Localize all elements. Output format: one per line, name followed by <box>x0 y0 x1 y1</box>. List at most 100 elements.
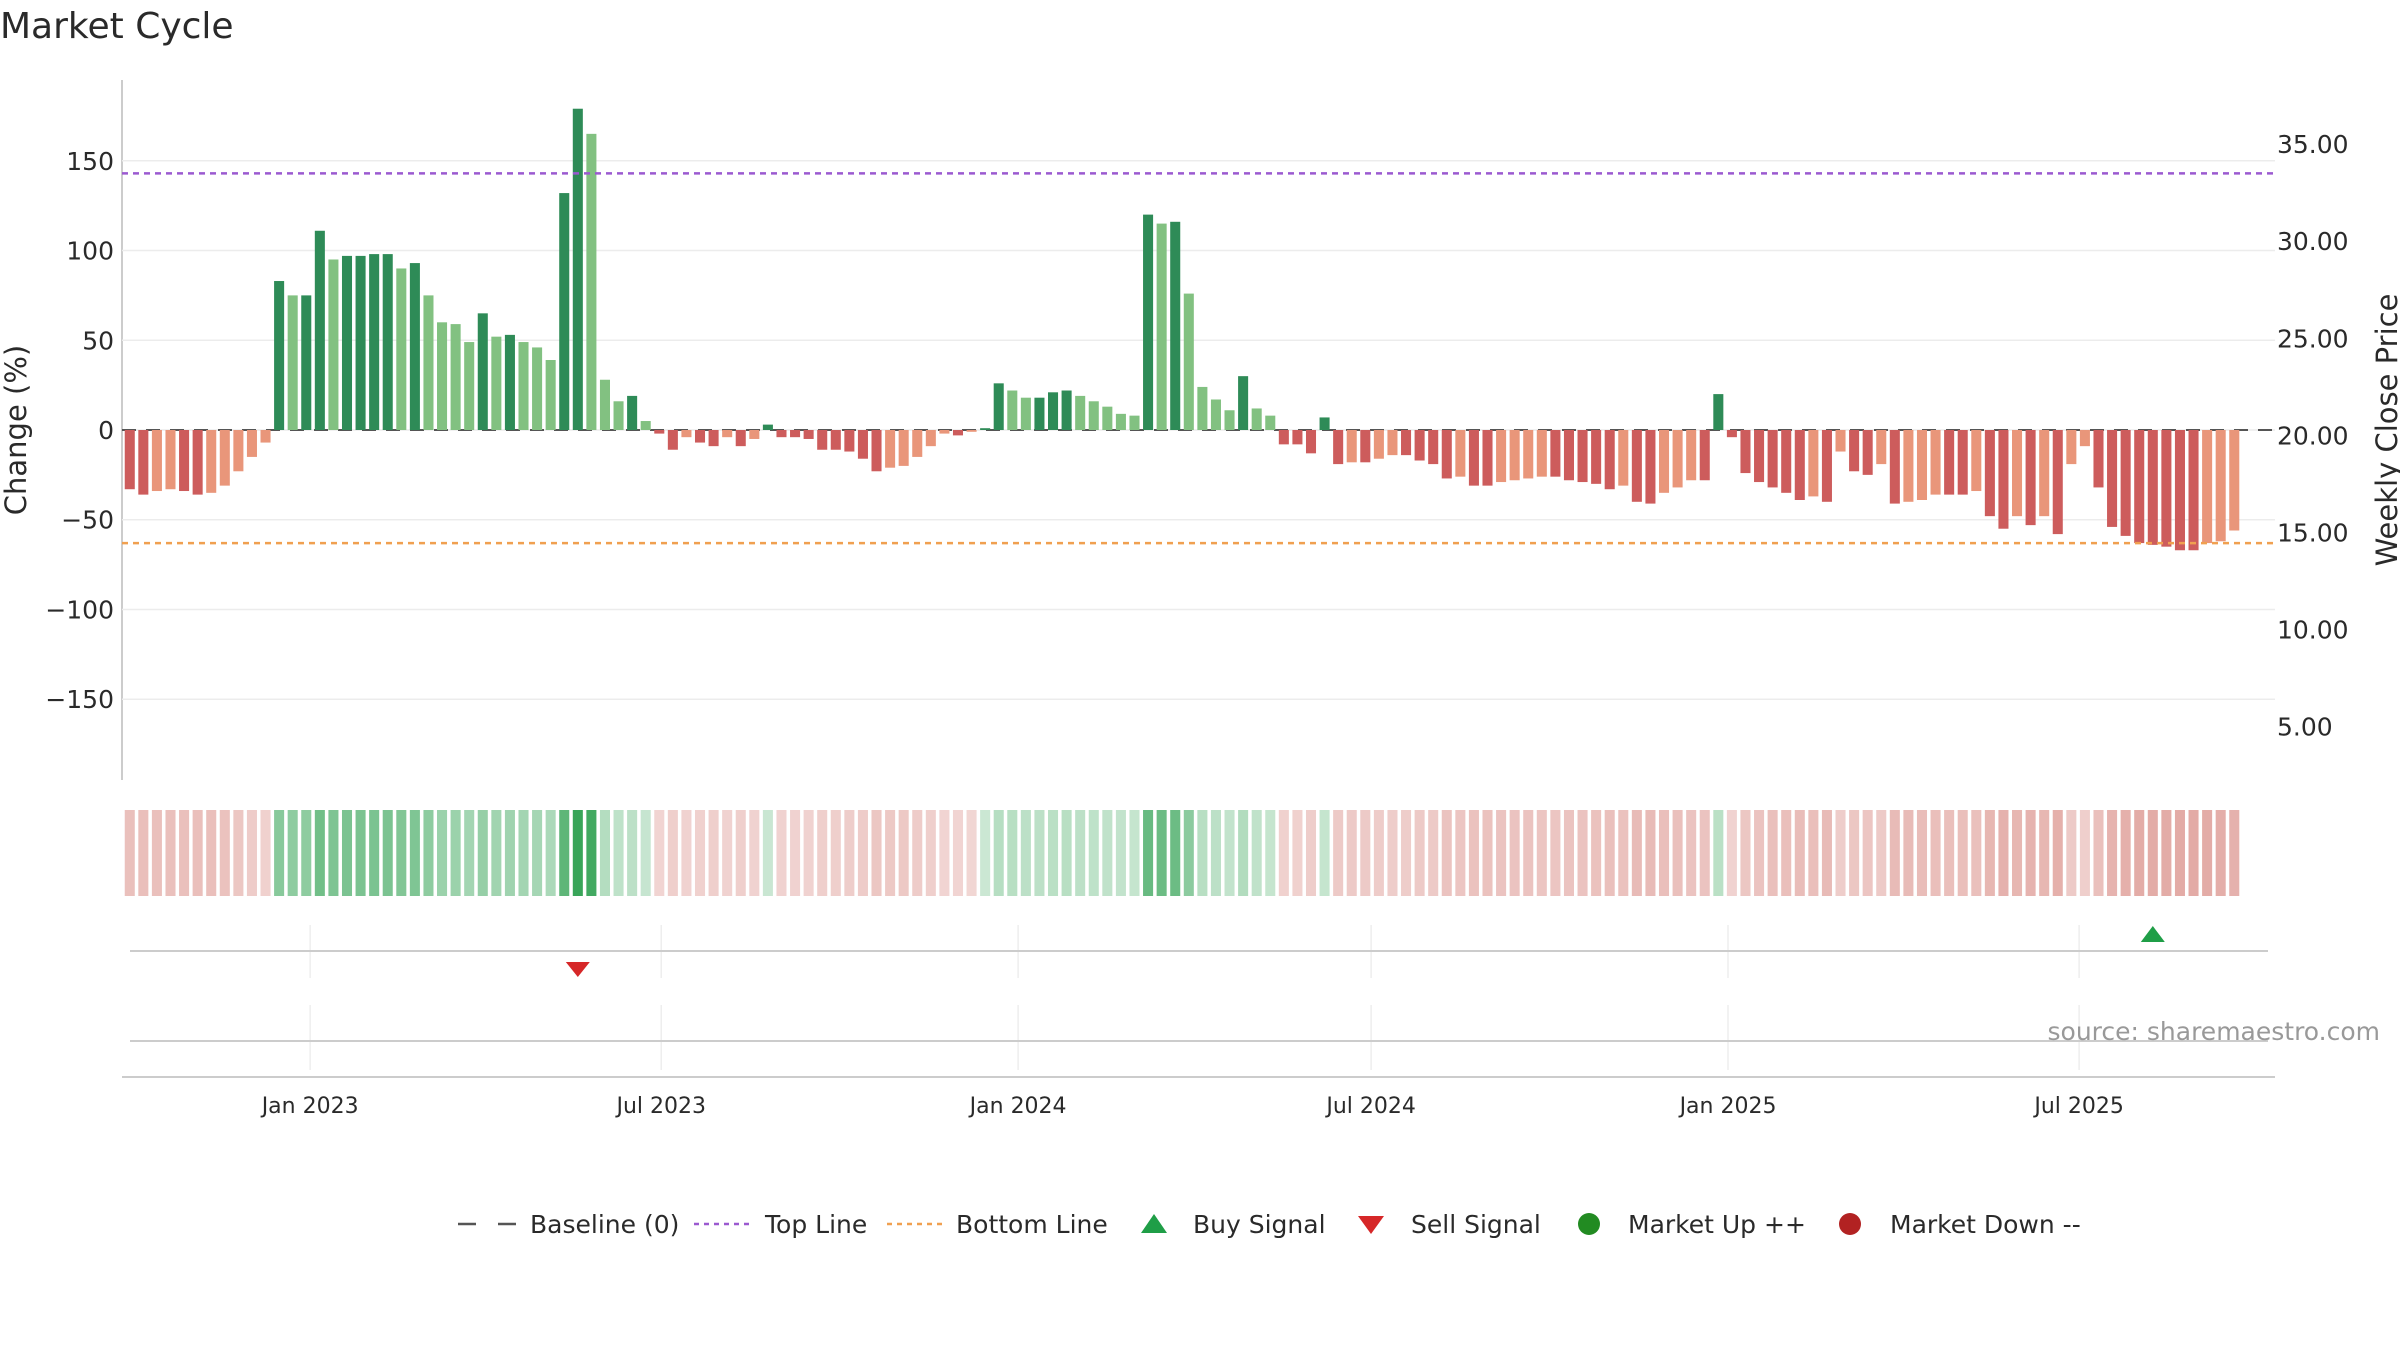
bar <box>1916 430 1928 500</box>
heat-strip-cell <box>1658 810 1670 896</box>
heat-strip-cell <box>1482 810 1493 896</box>
heat-strip-cell <box>1441 810 1452 896</box>
bar <box>1020 397 1031 430</box>
y2-tick-label: 35.00 <box>2277 130 2349 159</box>
bar <box>1577 430 1588 483</box>
heat-strip-cell <box>355 810 366 896</box>
bar <box>1034 397 1045 430</box>
bar <box>2202 430 2213 544</box>
heat-strip-cell <box>409 810 420 896</box>
heat-strip-cell <box>790 810 801 896</box>
bar <box>355 255 366 430</box>
bar <box>179 430 190 492</box>
bar <box>1536 430 1547 477</box>
bar <box>898 430 909 466</box>
bar <box>1075 395 1086 430</box>
bar <box>1088 401 1099 430</box>
bar <box>1876 430 1887 465</box>
bar <box>2134 430 2145 544</box>
heat-strip-cell <box>939 810 950 896</box>
bar <box>1468 430 1479 486</box>
bar <box>749 430 760 439</box>
y2-tick-label: 25.00 <box>2277 324 2349 353</box>
x-tick-label: Jul 2025 <box>2032 1094 2124 1119</box>
bar <box>1129 415 1140 430</box>
bar <box>1672 430 1683 488</box>
heat-strip-cell <box>341 810 353 896</box>
bar <box>138 430 149 495</box>
heat-strip-cell <box>219 810 230 896</box>
bar <box>2120 430 2131 536</box>
bar <box>1550 430 1561 477</box>
bar <box>2012 430 2023 517</box>
bar <box>844 430 855 452</box>
y-tick-label: −150 <box>45 685 114 714</box>
bar <box>504 334 515 430</box>
bar <box>206 430 217 493</box>
bar <box>151 430 162 492</box>
heat-strip-cell <box>1305 810 1317 896</box>
bar <box>1740 430 1751 474</box>
bar <box>341 255 353 430</box>
bar <box>192 430 203 495</box>
heat-strip-cell <box>151 810 162 896</box>
heat-strip-cell <box>708 810 719 896</box>
bar <box>1767 430 1778 488</box>
heat-strip-cell <box>1102 810 1113 896</box>
heat-strip-cell <box>1414 810 1425 896</box>
bar <box>1591 430 1602 484</box>
heat-strip-cell <box>1048 810 1059 896</box>
heat-strip-cell <box>1957 810 1968 896</box>
bar <box>1319 417 1330 430</box>
heat-strip-cell <box>559 810 570 896</box>
bar <box>1686 430 1697 481</box>
heat-strip-cell <box>491 810 502 896</box>
heat-strip-cell <box>1916 810 1928 896</box>
y-tick-label: 150 <box>66 147 114 176</box>
bar <box>301 295 312 430</box>
heat-strip-cell <box>1808 810 1819 896</box>
bar <box>1455 430 1466 477</box>
sell-signal-marker <box>565 962 590 977</box>
heat-strip-cell <box>1115 810 1126 896</box>
heat-strip-cell <box>1550 810 1561 896</box>
bar <box>1862 430 1873 475</box>
bar <box>1197 386 1208 430</box>
heat-strip-cell <box>382 810 393 896</box>
bar <box>1563 430 1574 481</box>
heat-strip-cell <box>2202 810 2213 896</box>
bar <box>396 268 407 430</box>
heat-strip-cell <box>2174 810 2185 896</box>
heat-strip-cell <box>925 810 936 896</box>
bar <box>369 254 380 430</box>
heat-strip-cell <box>1278 810 1289 896</box>
bar <box>1835 430 1846 452</box>
heat-strip-cell <box>654 810 665 896</box>
heat-strip-cell <box>830 810 841 896</box>
y2-tick-label: 15.00 <box>2277 518 2349 547</box>
bar <box>423 295 434 430</box>
heat-strip-cell <box>192 810 203 896</box>
bar <box>1944 430 1955 495</box>
y-tick-label: −50 <box>61 506 114 535</box>
legend-label-up: Market Up ++ <box>1628 1210 1806 1239</box>
x-tick-label: Jul 2023 <box>614 1094 706 1119</box>
heat-strip-cell <box>1618 810 1629 896</box>
bar <box>1523 430 1534 479</box>
heat-strip-cell <box>518 810 529 896</box>
legend-market-up-icon <box>1578 1213 1600 1235</box>
bar <box>1210 399 1221 430</box>
bar <box>464 342 475 430</box>
heat-strip-cell <box>545 810 556 896</box>
heat-strip-cell <box>1496 810 1507 896</box>
heat-strip-cell <box>2120 810 2131 896</box>
heat-strip-cell <box>803 810 814 896</box>
bar <box>993 383 1004 430</box>
legend-label-buy: Buy Signal <box>1193 1210 1326 1239</box>
heat-strip-cell <box>504 810 515 896</box>
heat-strip-cell <box>871 810 882 896</box>
heat-strip-cell <box>1360 810 1371 896</box>
chart-title: Market Cycle <box>0 6 234 47</box>
bar <box>2215 430 2226 542</box>
